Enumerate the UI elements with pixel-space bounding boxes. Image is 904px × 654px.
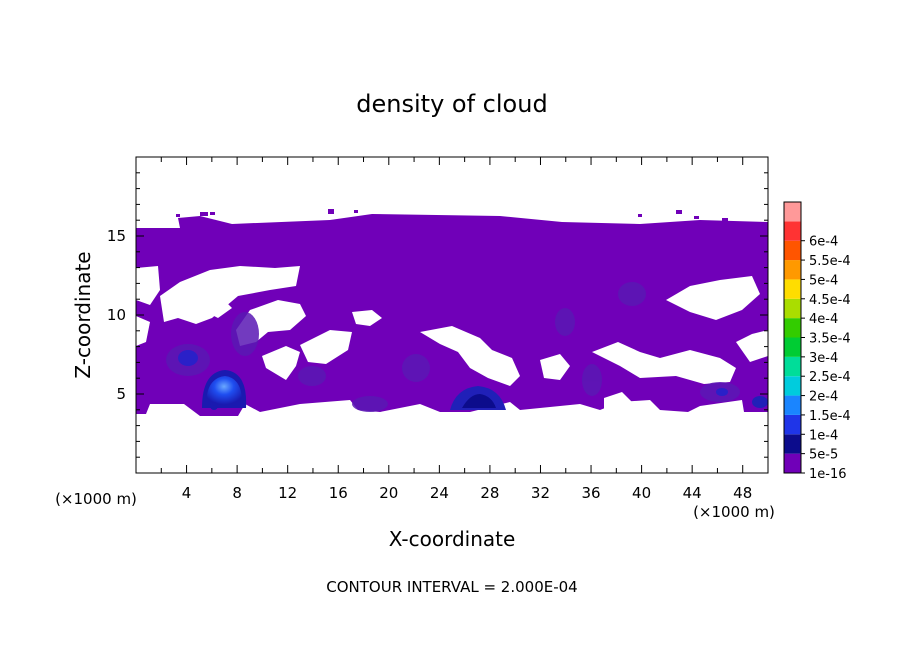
x-unit-label-left: (×1000 m) bbox=[55, 490, 137, 508]
colorbar-swatch bbox=[784, 240, 801, 261]
x-axis-label: X-coordinate bbox=[389, 527, 516, 551]
colorbar-swatch bbox=[784, 356, 801, 377]
colorbar-swatch bbox=[784, 376, 801, 396]
x-tick-label: 24 bbox=[430, 484, 449, 502]
colorbar-swatch bbox=[784, 453, 801, 473]
x-tick-label: 36 bbox=[581, 484, 600, 502]
colorbar-swatch bbox=[784, 221, 801, 241]
x-tick-label: 8 bbox=[232, 484, 242, 502]
y-tick-label: 10 bbox=[107, 306, 126, 324]
colorbar-label: 6e-4 bbox=[809, 235, 838, 250]
clear-regions bbox=[136, 266, 768, 412]
colorbar-swatch bbox=[784, 298, 801, 319]
plot-area bbox=[136, 209, 768, 416]
colorbar-swatch bbox=[784, 318, 801, 338]
colorbar-swatch bbox=[784, 260, 801, 280]
y-axis-label: Z-coordinate bbox=[71, 251, 95, 378]
cloud-fragments bbox=[176, 209, 728, 222]
x-tick-label: 28 bbox=[480, 484, 499, 502]
colorbar-swatch bbox=[784, 202, 801, 222]
y-tick-label: 5 bbox=[116, 385, 126, 403]
colorbar-label: 2e-4 bbox=[809, 390, 838, 405]
x-tick-label: 16 bbox=[329, 484, 348, 502]
x-unit-label-right: (×1000 m) bbox=[693, 503, 775, 521]
y-axis: 5 10 15 bbox=[107, 172, 768, 458]
colorbar-label: 4e-4 bbox=[809, 312, 838, 327]
x-tick-label: 44 bbox=[683, 484, 702, 502]
y-tick-label: 15 bbox=[107, 227, 126, 245]
x-tick-label: 4 bbox=[182, 484, 192, 502]
x-tick-label: 32 bbox=[531, 484, 550, 502]
colorbar-label: 1e-16 bbox=[809, 467, 847, 482]
colorbar-label: 3.5e-4 bbox=[809, 332, 851, 347]
colorbar-label: 1.5e-4 bbox=[809, 409, 851, 424]
colorbar-swatch bbox=[784, 414, 801, 435]
colorbar-label: 5.5e-4 bbox=[809, 254, 851, 269]
colorbar-swatch bbox=[784, 395, 801, 415]
x-tick-label: 12 bbox=[278, 484, 297, 502]
x-tick-label: 20 bbox=[379, 484, 398, 502]
colorbar-swatch bbox=[784, 337, 801, 357]
colorbar-swatch bbox=[784, 434, 801, 454]
x-tick-label: 40 bbox=[632, 484, 651, 502]
colorbar-label: 5e-5 bbox=[809, 448, 838, 463]
colorbar-label: 3e-4 bbox=[809, 351, 838, 366]
dense-cells bbox=[178, 350, 768, 410]
colorbar-label: 5e-4 bbox=[809, 273, 838, 288]
colorbar: 1e-16 5e-5 1e-4 1.5e-4 2e-4 2.5e-4 3e-4 3.5e-4 4… bbox=[783, 201, 851, 482]
x-axis: 4 8 12 16 20 24 28 32 36 40 44 48 bbox=[160, 157, 752, 502]
colorbar-label: 4.5e-4 bbox=[809, 293, 851, 308]
chart-title: density of cloud bbox=[356, 90, 547, 118]
colorbar-label: 2.5e-4 bbox=[809, 370, 851, 385]
contour-interval-note: CONTOUR INTERVAL = 2.000E-04 bbox=[326, 578, 577, 596]
dense-regions bbox=[166, 282, 740, 412]
x-tick-label: 48 bbox=[733, 484, 752, 502]
colorbar-label: 1e-4 bbox=[809, 428, 838, 443]
colorbar-swatch bbox=[784, 279, 801, 299]
